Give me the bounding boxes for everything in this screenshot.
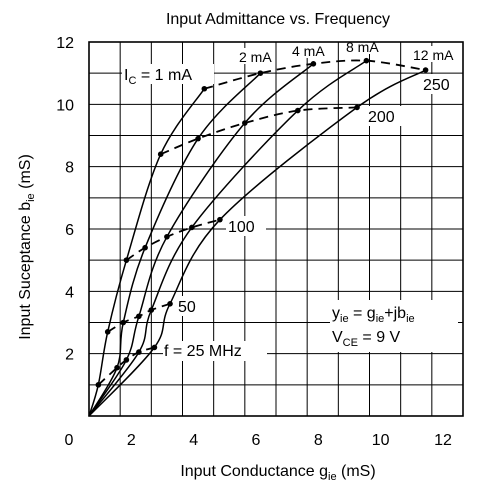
data-point: [195, 135, 201, 142]
data-point: [164, 233, 170, 240]
label-background: [176, 296, 206, 316]
data-point: [136, 313, 142, 320]
y-tick-label: 12: [56, 35, 74, 52]
label-background: [411, 46, 461, 62]
y-tick-label: 2: [65, 347, 74, 364]
label-background: [366, 106, 406, 126]
current-label-12ma: 12 mA: [413, 47, 454, 63]
label-background: [238, 48, 274, 64]
chart-title: Input Admittance vs. Frequency: [166, 11, 390, 28]
data-point: [123, 357, 130, 363]
label-background: [163, 341, 267, 361]
data-point: [422, 67, 429, 73]
y-tick-label: 10: [56, 97, 74, 114]
x-tick-label: 2: [127, 432, 136, 449]
data-point: [95, 382, 102, 388]
data-point: [157, 151, 164, 157]
x-tick-label: 10: [372, 432, 390, 449]
data-point: [114, 364, 120, 371]
label-background: [226, 216, 266, 236]
data-point: [148, 307, 155, 313]
data-point: [136, 349, 142, 355]
x-tick-label: 12: [434, 432, 452, 449]
data-point: [354, 104, 360, 111]
grid: [89, 42, 463, 416]
frequency-label-25mhz: f = 25 MHz: [164, 343, 242, 360]
x-tick-label: 0: [65, 432, 74, 449]
data-point: [104, 329, 111, 335]
frequency-label-50: 50: [178, 299, 196, 316]
y-tick-label: 8: [65, 160, 74, 177]
x-tick-label: 8: [314, 432, 323, 449]
data-point: [120, 319, 127, 326]
x-axis-label: Input Conductance gie (mS): [180, 463, 375, 483]
data-point: [217, 216, 223, 223]
y-axis-label: Input Suceptance bie (mS): [17, 154, 37, 340]
plot-frame: [88, 41, 464, 417]
current-label-1ma: IC = 1 mA: [124, 67, 192, 87]
label-background: [290, 42, 330, 58]
data-point: [310, 61, 317, 67]
current-curve: [88, 60, 367, 417]
current-label-8ma: 8 mA: [346, 39, 379, 55]
x-tick-label: 4: [189, 432, 198, 449]
data-point: [123, 257, 130, 263]
data-point: [151, 344, 158, 351]
current-label-4ma: 4 mA: [292, 43, 325, 59]
curves: [88, 57, 429, 417]
formula-annotation: yie = gie+jbie VCE = 9 V: [330, 300, 458, 352]
current-label-2ma: 2 mA: [239, 49, 272, 65]
x-tick-label: 6: [252, 432, 261, 449]
data-point: [167, 301, 173, 307]
tick-labels: 0 2 4 6 8 10 12 2 4 6 8 10 12: [56, 35, 452, 449]
admittance-formula: yie = gie+jbie: [332, 305, 415, 325]
frequency-label-200: 200: [368, 109, 395, 126]
data-point: [189, 224, 195, 231]
label-background: [421, 74, 461, 94]
data-point: [242, 120, 248, 126]
data-point: [201, 85, 208, 92]
y-tick-label: 4: [65, 284, 74, 301]
data-point: [363, 57, 370, 64]
data-point: [295, 107, 301, 114]
vce-label: VCE = 9 V: [332, 329, 401, 349]
data-point: [257, 70, 264, 76]
frequency-label-250: 250: [423, 77, 450, 94]
data-point: [142, 244, 148, 251]
label-background: [122, 64, 214, 84]
frequency-label-100: 100: [228, 219, 255, 236]
y-tick-label: 6: [65, 222, 74, 239]
